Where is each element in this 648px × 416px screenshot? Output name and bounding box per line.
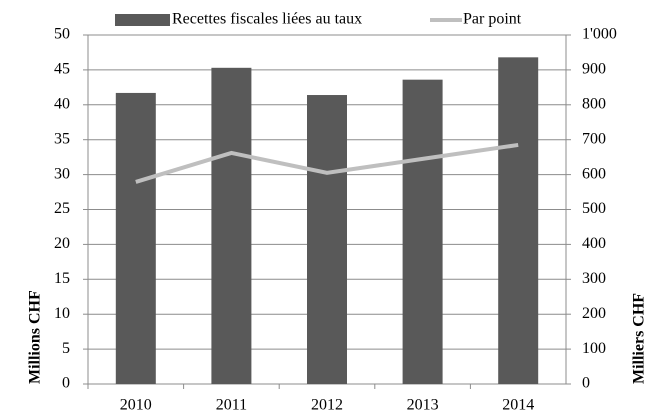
y2-tick-label: 300 [582, 270, 606, 287]
y2-axis-title: Milliers CHF [631, 293, 648, 384]
x-tick-label: 2012 [311, 397, 343, 414]
bar [498, 57, 539, 384]
legend-label: Par point [463, 11, 522, 28]
y-tick-label: 20 [54, 235, 70, 252]
y2-tick-label: 500 [582, 200, 606, 217]
x-tick-label: 2011 [216, 397, 247, 414]
bar [115, 92, 156, 385]
y-tick-label: 25 [54, 200, 70, 217]
y2-tick-label: 400 [582, 235, 606, 252]
x-tick-label: 2010 [120, 397, 152, 414]
y2-tick-label: 800 [582, 95, 606, 112]
bar [402, 79, 443, 384]
y-axis-title: Millions CHF [27, 290, 44, 384]
y-tick-label: 0 [62, 375, 70, 392]
y2-tick-label: 700 [582, 130, 606, 147]
y-tick-label: 35 [54, 130, 70, 147]
y2-tick-label: 200 [582, 305, 606, 322]
legend-swatch [115, 14, 170, 26]
y2-tick-label: 0 [582, 375, 590, 392]
x-tick-label: 2014 [502, 397, 534, 414]
x-tick-label: 2013 [407, 397, 439, 414]
y2-tick-label: 1'000 [582, 26, 617, 43]
y2-tick-label: 600 [582, 165, 606, 182]
y2-tick-label: 100 [582, 340, 606, 357]
y2-tick-label: 900 [582, 61, 606, 78]
bar [307, 95, 347, 384]
y-tick-label: 40 [54, 95, 70, 112]
y-tick-label: 30 [54, 165, 70, 182]
line [135, 142, 519, 184]
y-tick-label: 5 [62, 340, 70, 357]
bar [211, 67, 252, 384]
y-tick-label: 10 [54, 305, 70, 322]
y-tick-label: 45 [54, 61, 70, 78]
y-tick-label: 15 [54, 270, 70, 287]
y-tick-label: 50 [54, 26, 70, 43]
legend-label: Recettes fiscales liées au taux [172, 11, 362, 28]
